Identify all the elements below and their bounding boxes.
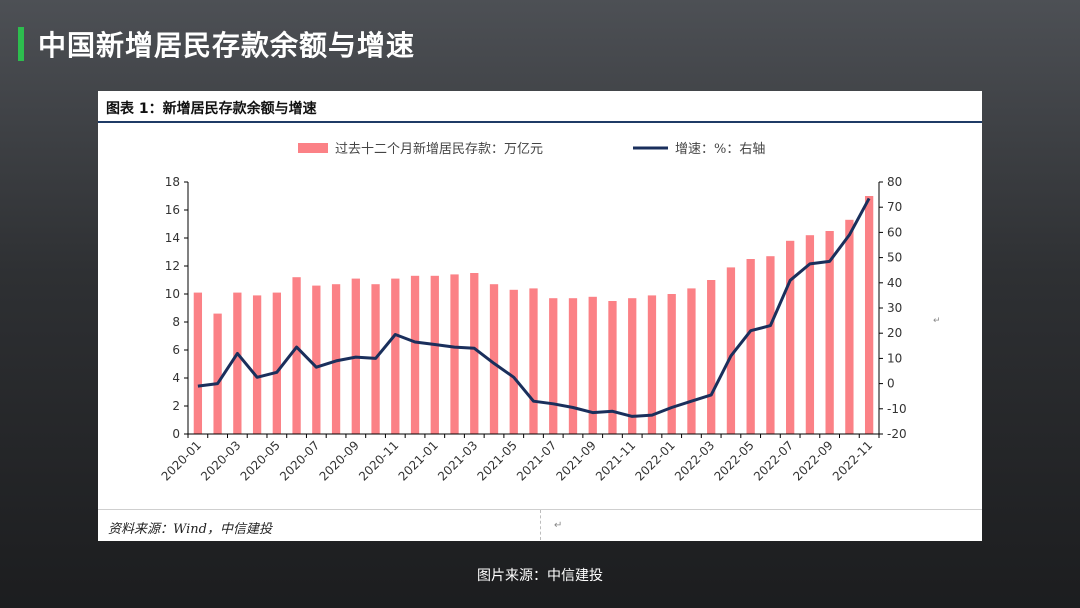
left-tick-label: 10 [165, 287, 180, 301]
legend-bar-label: 过去十二个月新增居民存款：万亿元 [335, 141, 543, 157]
x-tick-label: 2022-09 [790, 438, 835, 483]
left-tick-label: 14 [165, 231, 180, 245]
x-tick-label: 2022-07 [751, 438, 796, 483]
bar-2022-08 [805, 235, 815, 434]
x-tick-label: 2022-11 [830, 438, 875, 483]
left-tick-label: 8 [172, 315, 180, 329]
bar-2021-07 [549, 298, 558, 434]
paragraph-mark: ↵ [554, 520, 563, 531]
right-tick-label: -20 [887, 427, 907, 441]
x-tick-label: 2021-11 [593, 438, 638, 483]
left-tick-label: 6 [172, 343, 180, 357]
right-tick-label: -10 [887, 402, 907, 416]
bar-2021-09 [588, 296, 597, 434]
right-tick-label: 50 [887, 251, 902, 265]
right-tick-label: 40 [887, 276, 902, 290]
figure-footer: 资料来源：Wind，中信建投 ↵ [98, 509, 982, 541]
bar-2021-06 [529, 288, 538, 434]
chart-area: 过去十二个月新增居民存款：万亿元 增速：%：右轴 0 2 4 6 8 10 12 14 16 18 -2… [159, 141, 941, 484]
left-tick-label: 12 [165, 259, 180, 273]
bar-2022-10 [845, 219, 854, 434]
figure-label: 图表 1：新增居民存款余额与增速 [106, 101, 317, 117]
footer-divider [540, 510, 541, 540]
bar-2022-01 [667, 294, 676, 434]
slide-title: 中国新增居民存款余额与增速 [18, 26, 415, 62]
bar-2020-06 [292, 277, 301, 434]
bar-2021-05 [509, 289, 518, 434]
bar-2022-02 [687, 288, 696, 434]
left-tick-label: 18 [165, 175, 180, 189]
bar-2021-11 [628, 298, 637, 434]
bar-2020-01 [193, 292, 203, 434]
chart-card: 图表 1：新增居民存款余额与增速 过去十二个月新增居民存款：万亿元 增速：%：右轴… [98, 91, 982, 541]
left-tick-label: 2 [172, 399, 180, 413]
bar-2021-10 [608, 301, 617, 434]
bar-2020-12 [410, 275, 420, 434]
left-tick-label: 16 [165, 203, 180, 217]
legend-bar-swatch [298, 143, 328, 153]
x-tick-label: 2022-01 [632, 438, 677, 483]
x-tick-label: 2022-03 [672, 438, 717, 483]
bar-2020-03 [233, 292, 242, 434]
right-tick-label: 70 [887, 200, 902, 214]
bar-2020-11 [391, 278, 400, 434]
bar-2021-12 [647, 295, 657, 434]
bar-2022-06 [766, 256, 775, 434]
x-tick-label: 2020-05 [238, 438, 283, 483]
x-tick-label: 2020-03 [198, 438, 243, 483]
x-tick-label: 2021-05 [475, 438, 520, 483]
bar-2022-04 [726, 267, 736, 434]
bar-2021-01 [430, 275, 439, 434]
x-tick-label: 2021-07 [514, 438, 559, 483]
x-tick-label: 2020-09 [317, 438, 362, 483]
bar-2022-03 [707, 280, 716, 434]
right-tick-label: 20 [887, 326, 902, 340]
bar-2022-09 [825, 231, 834, 434]
bar-2020-02 [213, 313, 222, 434]
figure-header: 图表 1：新增居民存款余额与增速 [98, 91, 982, 123]
right-tick-label: 0 [887, 377, 895, 391]
x-tick-label: 2022-05 [711, 438, 756, 483]
right-tick-label: 60 [887, 225, 902, 239]
bar-2021-03 [470, 273, 479, 434]
right-tick-label: 80 [887, 175, 902, 189]
bar-2020-08 [331, 284, 341, 434]
left-tick-label: 0 [172, 427, 180, 441]
right-tick-label: 30 [887, 301, 902, 315]
bar-2022-07 [786, 240, 795, 434]
page-title: 中国新增居民存款余额与增速 [38, 29, 416, 62]
x-tick-label: 2021-09 [553, 438, 598, 483]
x-tick-label: 2020-01 [159, 438, 204, 483]
growth-rate-line [197, 197, 871, 418]
x-tick-label: 2020-07 [277, 438, 322, 483]
bar-2020-05 [272, 292, 281, 434]
bar-2021-04 [489, 284, 499, 434]
image-source-caption: 图片来源：中信建投 [477, 568, 603, 584]
title-accent-bar [18, 27, 24, 61]
bar-2021-08 [568, 298, 578, 434]
bar-2022-05 [746, 259, 755, 434]
left-tick-label: 4 [172, 371, 180, 385]
bar-2021-02 [450, 274, 459, 434]
right-tick-label: 10 [887, 351, 902, 365]
figure-source: 资料来源：Wind，中信建投 [108, 522, 272, 537]
bar-2022-11 [864, 196, 874, 434]
x-tick-label: 2021-03 [435, 438, 480, 483]
bar-2020-07 [312, 285, 321, 434]
bar-2020-04 [252, 295, 262, 434]
legend-line-label: 增速：%：右轴 [675, 142, 765, 157]
paragraph-mark-chart: ↵ [933, 316, 941, 326]
x-tick-label: 2020-11 [356, 438, 401, 483]
x-tick-label: 2021-01 [396, 438, 441, 483]
